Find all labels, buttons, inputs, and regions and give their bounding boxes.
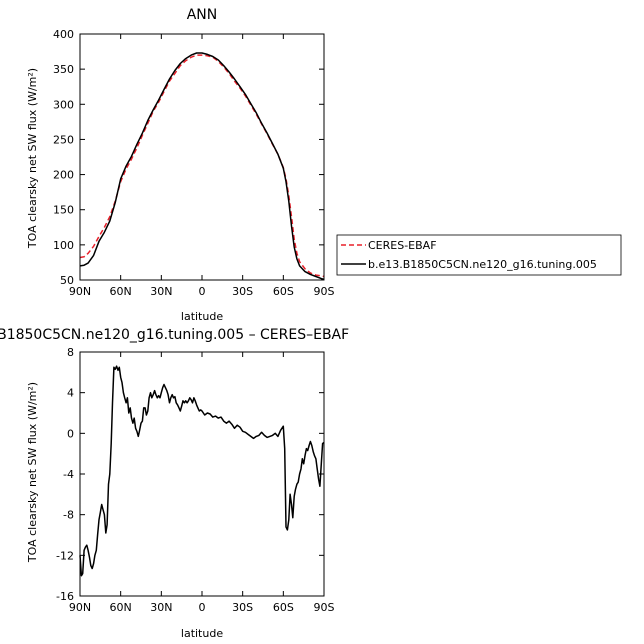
legend-label-ceres: CERES-EBAF	[368, 239, 437, 252]
legend-label-model: b.e13.B1850C5CN.ne120_g16.tuning.005	[368, 258, 597, 271]
diff-y-tick-label: -16	[56, 590, 74, 603]
diff-y-tick-label: -8	[63, 509, 74, 522]
diff-y-tick-label: 8	[67, 346, 74, 359]
diff-x-tick-label: 90N	[69, 601, 91, 614]
plot-frame-bottom	[79, 351, 325, 597]
y-tick-label: 400	[53, 28, 74, 41]
top-panel: ANN TOA clearsky net SW flux (W/m²) lati…	[26, 7, 335, 323]
diff-y-tick-label: -4	[63, 468, 74, 481]
series-line-1	[79, 52, 325, 281]
y-tick-label: 200	[53, 169, 74, 182]
axis-ticks-bottom	[79, 351, 325, 597]
series-line-0	[79, 54, 325, 278]
diff-series-line-0	[79, 365, 325, 577]
difference-chart-title: 13.B1850C5CN.ne120_g16.tuning.005 – CERE…	[0, 327, 349, 343]
diff-x-tick-label: 60S	[273, 601, 294, 614]
y-axis-label: TOA clearsky net SW flux (W/m²)	[26, 68, 39, 249]
series-lines-bottom	[79, 365, 325, 577]
x-tick-labels-bottom: 90N 60N 30N 0 30S 60S 90S	[69, 601, 335, 614]
x-tick-label: 60S	[273, 285, 294, 298]
y-axis-label-bottom: TOA clearsky net SW flux (W/m²)	[26, 382, 39, 563]
x-tick-label: 30S	[232, 285, 253, 298]
x-tick-label: 90N	[69, 285, 91, 298]
axis-ticks	[79, 33, 325, 281]
diff-x-tick-label: 30N	[150, 601, 172, 614]
y-tick-labels: 50 100 150 200 250 300 350 400	[53, 28, 74, 287]
diff-x-tick-label: 0	[199, 601, 206, 614]
x-tick-label: 0	[199, 285, 206, 298]
y-axis-label-bottom-text: TOA clearsky net SW flux (W/m²)	[26, 382, 39, 563]
legend: CERES-EBAF b.e13.B1850C5CN.ne120_g16.tun…	[336, 234, 622, 276]
x-tick-label: 60N	[110, 285, 132, 298]
x-axis-label: latitude	[181, 310, 223, 323]
diff-y-tick-label: 4	[67, 387, 74, 400]
y-tick-label: 350	[53, 63, 74, 76]
x-tick-labels: 90N 60N 30N 0 30S 60S 90S	[69, 285, 335, 298]
chart-title: ANN	[187, 7, 218, 23]
diff-x-tick-label: 90S	[314, 601, 335, 614]
diff-y-tick-label: -12	[56, 549, 74, 562]
bottom-panel: 13.B1850C5CN.ne120_g16.tuning.005 – CERE…	[0, 327, 349, 640]
y-tick-label: 100	[53, 239, 74, 252]
y-tick-label: 300	[53, 98, 74, 111]
y-axis-label-text: TOA clearsky net SW flux (W/m²)	[26, 68, 39, 249]
y-tick-label: 250	[53, 133, 74, 146]
diff-x-tick-label: 30S	[232, 601, 253, 614]
diff-x-tick-label: 60N	[110, 601, 132, 614]
legend-box	[336, 234, 622, 276]
plot-frame	[79, 33, 325, 281]
y-tick-labels-bottom: -16 -12 -8 -4 0 4 8	[56, 346, 74, 603]
y-tick-label: 50	[60, 274, 74, 287]
diff-y-tick-label: 0	[67, 427, 74, 440]
series-lines	[79, 52, 325, 281]
x-tick-label: 30N	[150, 285, 172, 298]
x-axis-label-bottom: latitude	[181, 627, 223, 640]
x-tick-label: 90S	[314, 285, 335, 298]
y-tick-label: 150	[53, 204, 74, 217]
